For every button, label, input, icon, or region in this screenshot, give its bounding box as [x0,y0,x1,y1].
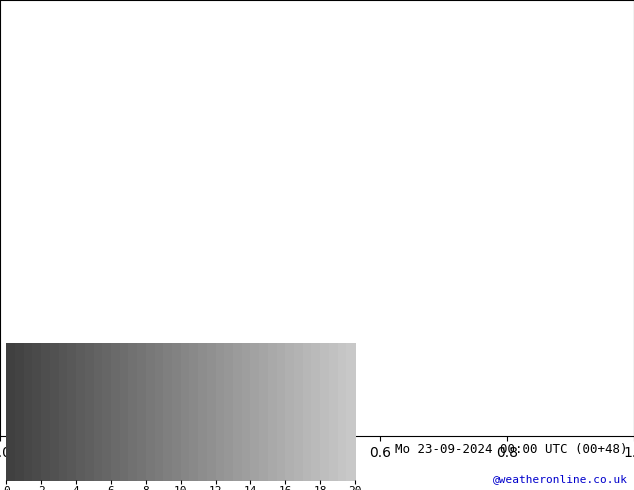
Text: Precipitation Spread [hPa] CFS: Precipitation Spread [hPa] CFS [6,443,231,456]
Text: Mo 23-09-2024 00:00 UTC (00+48): Mo 23-09-2024 00:00 UTC (00+48) [395,443,628,456]
Text: @weatheronline.co.uk: @weatheronline.co.uk [493,474,628,484]
